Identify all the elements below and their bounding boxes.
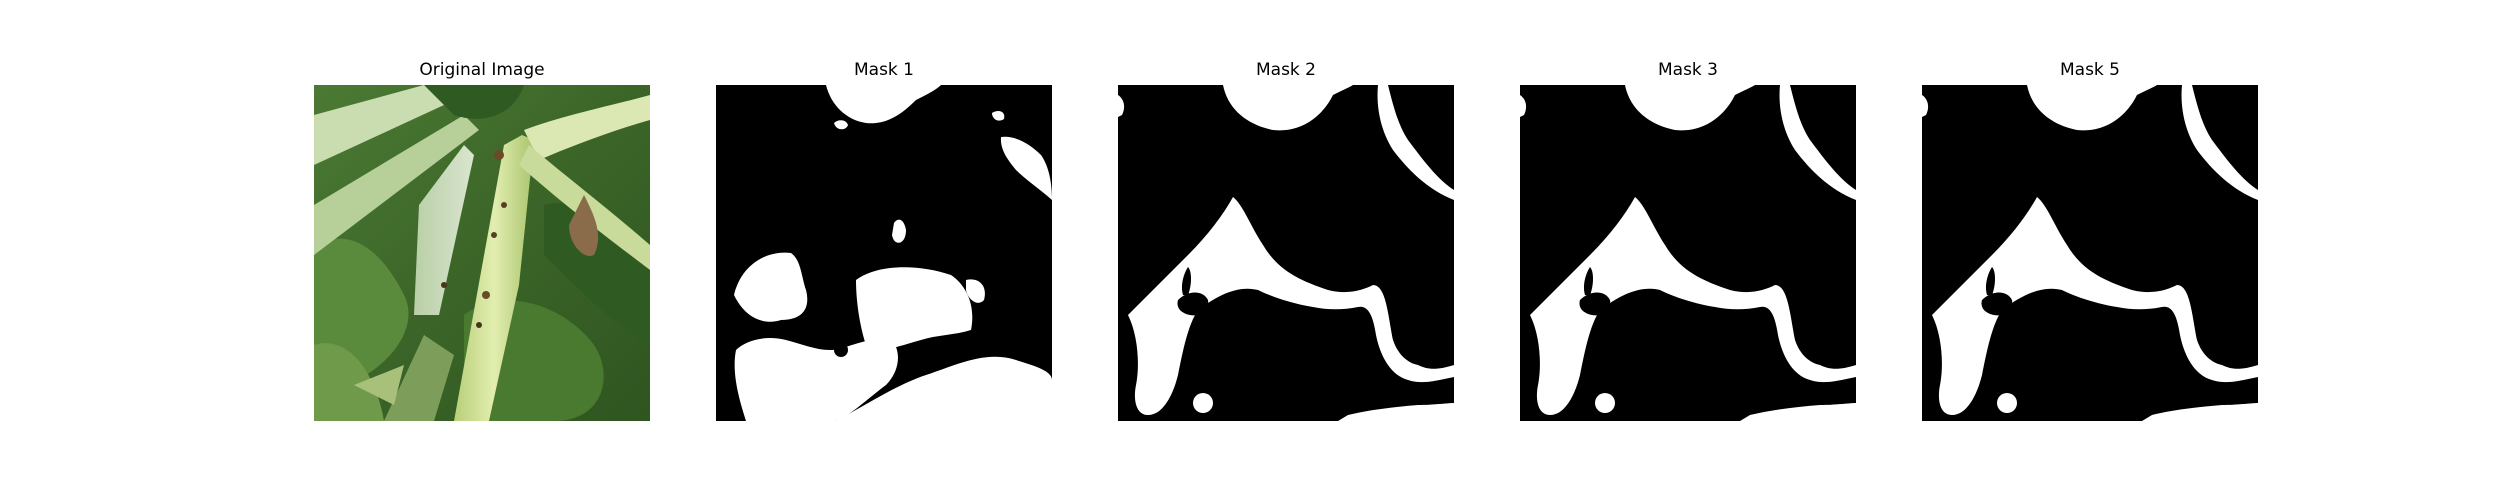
panel-title: Mask 3: [1657, 60, 1718, 80]
mask-1-panel: Mask 1: [716, 0, 1052, 500]
panel-title: Mask 5: [2059, 60, 2120, 80]
panel-title: Original Image: [419, 60, 545, 80]
original-image-panel: Original Image: [314, 0, 650, 500]
mask-3-panel: Mask 3: [1520, 0, 1856, 500]
original-image: [314, 85, 650, 421]
mask-2-image: [1118, 85, 1454, 421]
mask-5-image: [1922, 85, 2258, 421]
panel-title: Mask 1: [853, 60, 914, 80]
panel-title: Mask 2: [1255, 60, 1316, 80]
mask-2-panel: Mask 2: [1118, 0, 1454, 500]
mask-1-image: [716, 85, 1052, 421]
mask-3-image: [1520, 85, 1856, 421]
mask-5-panel: Mask 5: [1922, 0, 2258, 500]
